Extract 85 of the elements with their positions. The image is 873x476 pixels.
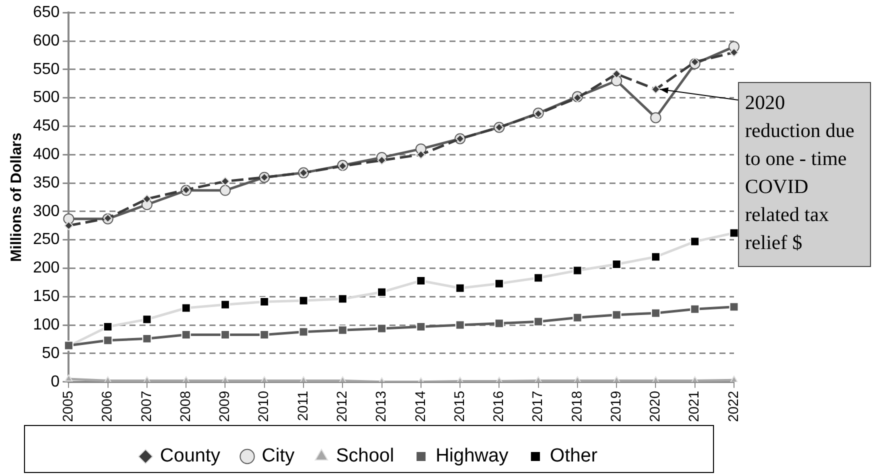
x-tick-label: 2017 (529, 390, 546, 422)
point (416, 276, 426, 286)
x-tick-label: 2015 (450, 390, 467, 422)
point (377, 324, 387, 334)
point (612, 310, 622, 320)
x-tick-label: 2020 (646, 390, 663, 422)
y-axis-title: Millions of Dollars (8, 132, 26, 262)
point (338, 325, 348, 335)
point (63, 213, 74, 224)
point (494, 318, 504, 328)
y-tick-label: 100 (32, 316, 60, 334)
point (181, 303, 191, 313)
x-tick-label: 2008 (176, 390, 193, 422)
point (377, 156, 386, 165)
x-tick-label: 2014 (412, 390, 428, 422)
point (260, 297, 270, 306)
point (534, 273, 544, 283)
y-tick-label: 0 (50, 373, 60, 390)
point (103, 322, 113, 332)
x-tick-label: 2019 (607, 390, 624, 422)
point (103, 336, 113, 346)
x-tick-label: 2011 (294, 390, 310, 421)
y-tick-label: 400 (32, 146, 60, 164)
point (298, 296, 308, 306)
point (730, 48, 738, 57)
point (220, 330, 230, 340)
point (220, 300, 230, 310)
point (260, 330, 270, 340)
point (455, 283, 465, 293)
point (690, 304, 700, 314)
point (729, 302, 739, 312)
y-tick-label: 550 (32, 60, 60, 78)
point (142, 194, 152, 204)
point (181, 330, 191, 340)
y-tick-label: 500 (32, 89, 60, 106)
x-tick-label: 2016 (490, 390, 506, 422)
legend-label: School (336, 446, 394, 467)
x-tick-label: 2005 (60, 390, 76, 422)
point (416, 150, 426, 160)
point (142, 334, 152, 344)
y-tick-label: 150 (32, 288, 60, 306)
point (494, 278, 504, 288)
y-tick-label: 300 (32, 202, 60, 220)
point (729, 228, 739, 238)
y-tick-label: 650 (32, 4, 60, 22)
point (142, 314, 152, 324)
point (651, 84, 660, 94)
legend-label: Highway (436, 446, 509, 467)
legend-label: County (160, 446, 221, 467)
x-tick-label: 2018 (568, 390, 584, 422)
y-tick-label: 600 (32, 32, 60, 50)
x-tick-label: 2009 (216, 390, 232, 422)
x-tick-label: 2012 (334, 390, 350, 422)
y-tick-label: 50 (42, 344, 60, 362)
y-tick-label: 350 (32, 174, 60, 192)
legend-label: City (262, 446, 295, 467)
point (416, 322, 426, 332)
point (650, 112, 662, 124)
x-tick-label: 2010 (255, 390, 272, 422)
x-tick-label: 2022 (724, 390, 741, 422)
point (690, 58, 700, 67)
x-tick-label: 2006 (98, 390, 115, 422)
x-tick-label: 2007 (138, 390, 154, 422)
x-tick-label: 2021 (686, 390, 702, 422)
annotation: 2020 reduction due to one - time COVID related tax relief $ (738, 82, 871, 267)
point (612, 69, 622, 78)
x-tick-label: 2013 (372, 390, 389, 422)
point (377, 287, 387, 297)
point (338, 294, 348, 304)
point (534, 316, 544, 326)
y-tick-label: 200 (32, 260, 60, 277)
point (220, 176, 230, 186)
point (650, 252, 660, 262)
point (298, 327, 308, 337)
point (650, 308, 660, 318)
point (572, 266, 582, 276)
point (572, 312, 582, 322)
y-tick-label: 450 (32, 118, 60, 135)
point (690, 236, 700, 246)
point (612, 260, 622, 270)
point (64, 221, 74, 230)
point (455, 320, 465, 330)
point (220, 184, 231, 196)
y-tick-label: 250 (32, 231, 60, 248)
legend-label: Other (550, 446, 598, 467)
